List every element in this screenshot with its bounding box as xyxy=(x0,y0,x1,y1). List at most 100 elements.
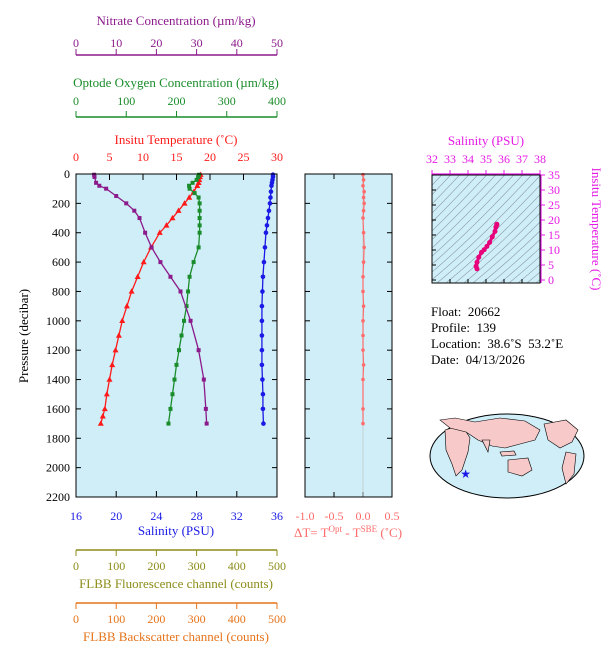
backscatter-tick-label: 100 xyxy=(107,612,125,626)
world-map: ★ xyxy=(429,413,585,499)
salinity-point xyxy=(262,245,268,250)
location-value: 38.6˚S 53.2˚E xyxy=(487,336,564,351)
delta-t-point xyxy=(361,363,366,367)
oxygen-point xyxy=(187,186,192,191)
ts-salinity-tick-label: 38 xyxy=(534,152,546,166)
pressure-tick-label: 1600 xyxy=(46,402,70,416)
temperature-point xyxy=(194,182,201,188)
salinity-point xyxy=(261,259,267,265)
salinity-tick-label: 28 xyxy=(191,509,203,523)
temperature-point xyxy=(169,214,176,221)
profile-row: Profile: 139 xyxy=(431,320,563,336)
pressure-tick-label: 200 xyxy=(52,196,70,210)
salinity-point xyxy=(260,274,266,280)
delta-t-point xyxy=(361,304,366,308)
fluorescence-tick-label: 300 xyxy=(188,559,206,573)
delta-t-point xyxy=(361,274,365,279)
salinity-tick-label: 24 xyxy=(150,509,162,523)
temperature-point xyxy=(119,317,126,324)
salinity-point xyxy=(260,377,265,382)
ts-salinity-tick-label: 36 xyxy=(498,152,510,166)
oxygen-point xyxy=(197,216,202,221)
backscatter-tick-label: 200 xyxy=(147,612,165,626)
oxygen-tick-label: 200 xyxy=(168,94,186,108)
delta-t-point xyxy=(361,216,365,220)
ts-temperature-label: Insitu Temperature (˚C) xyxy=(589,167,604,290)
nitrate-point xyxy=(97,183,102,188)
ts-isopycnal xyxy=(472,221,540,283)
pressure-tick-label: 0 xyxy=(64,167,70,181)
ts-point xyxy=(481,247,487,253)
delta-t-axis-label: ΔT= TOpt - TSBE (˚C) xyxy=(294,524,402,540)
backscatter-tick-label: 300 xyxy=(188,612,206,626)
ts-isopycnal xyxy=(432,175,523,265)
ts-isopycnal xyxy=(432,175,469,214)
ts-isopycnal xyxy=(526,271,540,283)
ts-isopycnal xyxy=(490,239,540,283)
delta-t-tick-label: -0.5 xyxy=(325,509,344,523)
ts-isopycnal xyxy=(432,175,487,232)
temperature-point xyxy=(103,391,110,397)
delta-t-point xyxy=(362,245,366,250)
salinity-point xyxy=(259,347,265,353)
pressure-tick-label: 2000 xyxy=(46,461,70,475)
delta-t-tick-label: 0.0 xyxy=(356,509,371,523)
map-australia xyxy=(507,457,533,477)
nitrate-point xyxy=(124,201,129,206)
temperature-tick-label: 20 xyxy=(204,150,216,164)
backscatter-tick-label: 500 xyxy=(268,612,286,626)
ts-isopycnal xyxy=(432,175,514,257)
ts-isopycnal xyxy=(463,212,540,283)
date-row: Date: 04/13/2026 xyxy=(431,352,563,368)
fluorescence-tick-label: 100 xyxy=(107,559,125,573)
oxygen-point xyxy=(186,289,191,294)
pressure-tick-label: 2200 xyxy=(46,490,70,504)
delta-t-point xyxy=(361,333,365,338)
nitrate-point xyxy=(201,377,206,382)
salinity-axis-label: Salinity (PSU) xyxy=(138,523,214,538)
fluorescence-tick-label: 0 xyxy=(73,559,79,573)
float-location-marker: ★ xyxy=(460,467,471,481)
ts-isopycnal xyxy=(481,230,540,283)
salinity-tick-label: 16 xyxy=(70,509,82,523)
map-continents xyxy=(439,417,579,485)
nitrate-tick-label: 0 xyxy=(73,36,79,50)
salinity-point xyxy=(264,223,270,228)
location-row: Location: 38.6˚S 53.2˚E xyxy=(431,336,563,352)
nitrate-point xyxy=(114,194,119,199)
ts-point xyxy=(484,243,490,249)
nitrate-point xyxy=(92,172,97,177)
float-label: Float: xyxy=(431,304,462,319)
nitrate-point xyxy=(149,245,154,250)
salinity-point xyxy=(268,189,274,194)
nitrate-point xyxy=(178,289,183,294)
map-india xyxy=(481,439,491,453)
pressure-axis-label: Pressure (decibar) xyxy=(16,289,31,383)
ts-temperature-tick-label: 10 xyxy=(548,243,560,257)
oxygen-point xyxy=(179,333,184,338)
ts-isopycnal xyxy=(432,175,460,205)
nitrate-tick-label: 30 xyxy=(191,36,203,50)
profile-panel-background xyxy=(76,174,277,497)
location-label: Location: xyxy=(431,336,481,351)
delta-t-point xyxy=(361,178,366,182)
delta-t-tick-label: 0.5 xyxy=(385,509,400,523)
temperature-tick-label: 30 xyxy=(271,150,283,164)
oxygen-axis-label: Optode Oxygen Concentration (µm/kg) xyxy=(73,75,279,90)
temperature-point xyxy=(99,413,106,419)
temperature-point xyxy=(140,258,147,265)
delta-t-point xyxy=(362,189,366,194)
nitrate-axis-label: Nitrate Concentration (µm/kg) xyxy=(96,13,255,28)
oxygen-point xyxy=(182,318,187,323)
ts-point xyxy=(489,234,495,240)
float-row: Float: 20662 xyxy=(431,304,563,320)
ts-salinity-tick-label: 35 xyxy=(480,152,492,166)
oxygen-point xyxy=(187,274,192,279)
nitrate-point xyxy=(196,348,201,353)
delta-t-point xyxy=(361,319,365,323)
ts-point xyxy=(476,254,482,260)
oxygen-point xyxy=(174,362,179,367)
temperature-point xyxy=(163,222,170,228)
map-indonesia xyxy=(499,450,517,457)
